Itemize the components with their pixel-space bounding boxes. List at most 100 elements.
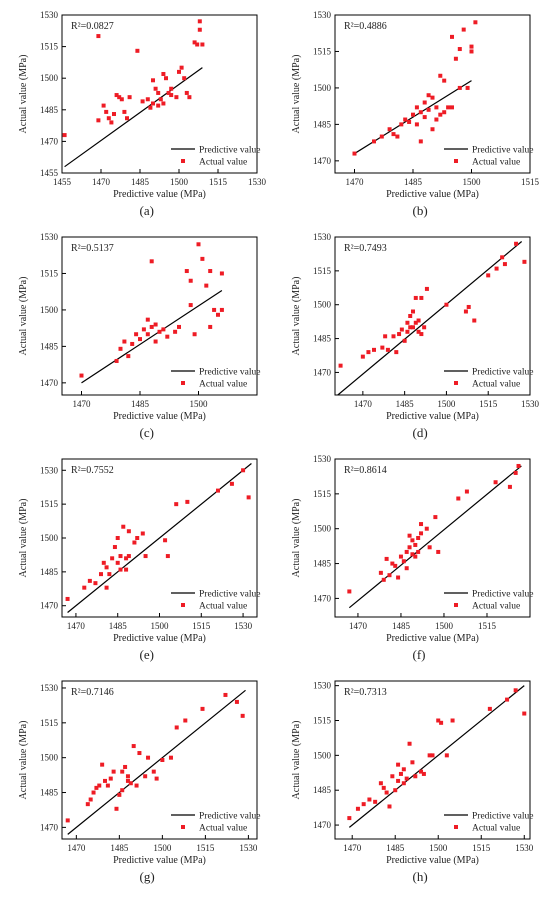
x-tick-label: 1515 xyxy=(196,843,215,853)
data-point xyxy=(163,538,168,543)
data-point xyxy=(401,781,406,786)
x-tick-label: 1470 xyxy=(354,399,373,409)
data-point xyxy=(158,97,163,102)
x-tick-label: 1470 xyxy=(343,843,362,853)
x-tick-label: 1515 xyxy=(521,177,540,187)
data-point xyxy=(103,778,108,783)
data-point xyxy=(197,27,202,32)
data-point xyxy=(126,354,131,359)
plot-frame xyxy=(61,236,258,396)
data-point xyxy=(361,802,366,807)
legend-point-label: Actual value xyxy=(472,380,520,390)
data-point xyxy=(132,540,137,545)
legend-point-swatch xyxy=(181,825,185,829)
data-point xyxy=(372,139,376,144)
y-tick-label: 1530 xyxy=(40,10,59,20)
data-point xyxy=(390,774,395,779)
y-tick-label: 1485 xyxy=(313,334,332,344)
data-point xyxy=(419,769,424,774)
data-point xyxy=(79,373,84,378)
data-point xyxy=(130,341,135,346)
data-point xyxy=(378,570,383,575)
data-point xyxy=(381,577,386,582)
data-point xyxy=(396,762,401,767)
data-point xyxy=(407,119,412,124)
x-tick-label: 1470 xyxy=(67,843,86,853)
chart-panel-3: 1470 1485 1500 1470 1485 1500 1515 1530 R²=0.513… xyxy=(18,232,260,440)
data-point xyxy=(347,589,352,594)
y-tick-label: 1470 xyxy=(313,593,332,603)
data-point xyxy=(516,463,521,468)
data-point xyxy=(125,778,130,783)
data-point xyxy=(223,692,228,697)
data-point xyxy=(436,718,441,723)
data-point xyxy=(91,790,96,795)
data-point xyxy=(140,99,145,104)
data-point xyxy=(444,753,449,758)
data-point xyxy=(82,585,87,590)
data-point xyxy=(414,105,419,110)
data-point xyxy=(111,769,116,774)
r2-annotation: R²=0.7493 xyxy=(344,243,387,254)
data-point xyxy=(442,78,447,83)
y-tick-label: 1500 xyxy=(313,300,332,310)
data-point xyxy=(179,65,184,70)
data-point xyxy=(208,269,213,274)
y-tick-label: 1530 xyxy=(40,465,59,475)
r2-annotation: R²=0.7552 xyxy=(71,465,114,476)
y-tick-label: 1530 xyxy=(40,232,59,242)
data-point xyxy=(204,283,209,288)
data-point xyxy=(105,783,110,788)
plot-frame xyxy=(334,458,531,618)
data-point xyxy=(197,19,202,24)
x-tick-label: 1470 xyxy=(67,621,86,631)
y-tick-label: 1470 xyxy=(313,820,332,830)
data-point xyxy=(434,105,439,110)
data-point xyxy=(125,116,129,121)
fit-line xyxy=(67,689,246,835)
data-point xyxy=(184,269,189,274)
data-point xyxy=(393,563,398,568)
data-point xyxy=(117,95,122,100)
data-point xyxy=(219,307,224,312)
data-point xyxy=(416,536,421,540)
data-point xyxy=(421,771,426,776)
data-point xyxy=(408,325,413,330)
x-tick-label: 1470 xyxy=(346,177,365,187)
data-point xyxy=(161,327,166,332)
data-point xyxy=(419,295,424,300)
y-tick-label: 1470 xyxy=(313,156,332,166)
data-point xyxy=(390,561,395,566)
fit-line xyxy=(348,465,522,609)
data-point xyxy=(391,334,396,339)
x-axis-title: Predictive value (MPa) xyxy=(386,411,479,422)
legend-point-swatch xyxy=(181,381,185,385)
data-point xyxy=(404,776,409,781)
chart-panel-4: 1470 1485 1500 1515 1530 1470 1485 1500 1515 1530… xyxy=(291,232,540,440)
y-tick-label: 1500 xyxy=(40,73,59,83)
x-axis-title: Predictive value (MPa) xyxy=(386,633,479,644)
x-axis-title: Predictive value (MPa) xyxy=(113,189,206,200)
data-point xyxy=(177,324,181,329)
data-point xyxy=(493,480,498,485)
data-point xyxy=(439,720,444,725)
data-point xyxy=(413,295,418,300)
data-point xyxy=(372,347,376,352)
chart-panel-8: 1470 1485 1500 1515 1530 1470 1485 1500 1515 1530… xyxy=(291,680,534,884)
data-point xyxy=(97,783,102,788)
data-point xyxy=(115,560,120,565)
data-point xyxy=(165,554,170,559)
data-point xyxy=(169,86,174,91)
data-point xyxy=(65,596,70,601)
data-point xyxy=(413,320,418,325)
panel-label: (d) xyxy=(413,425,428,440)
x-tick-label: 1455 xyxy=(53,177,72,187)
data-point xyxy=(229,481,234,486)
data-point xyxy=(404,566,409,571)
panel-label: (g) xyxy=(140,869,155,884)
data-point xyxy=(148,105,153,110)
data-point xyxy=(188,278,193,283)
data-point xyxy=(88,797,93,802)
data-point xyxy=(93,581,98,586)
data-point xyxy=(234,699,239,704)
